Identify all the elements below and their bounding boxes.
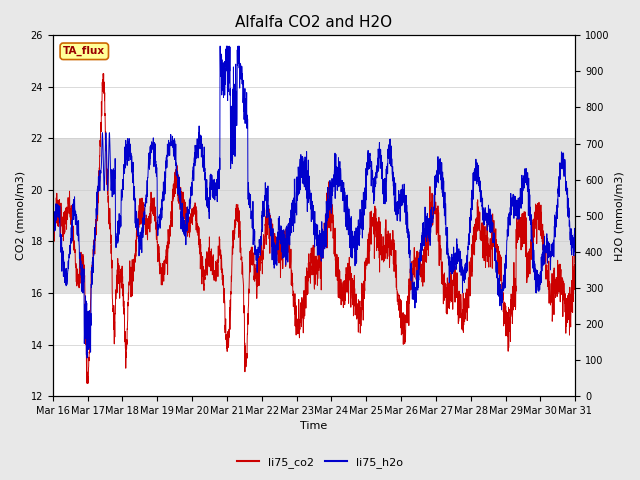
Legend: li75_co2, li75_h2o: li75_co2, li75_h2o <box>232 452 408 472</box>
Y-axis label: H2O (mmol/m3): H2O (mmol/m3) <box>615 171 625 261</box>
Text: TA_flux: TA_flux <box>63 46 106 57</box>
Bar <box>52 138 575 293</box>
Y-axis label: CO2 (mmol/m3): CO2 (mmol/m3) <box>15 171 25 260</box>
X-axis label: Time: Time <box>300 421 328 432</box>
Title: Alfalfa CO2 and H2O: Alfalfa CO2 and H2O <box>236 15 392 30</box>
